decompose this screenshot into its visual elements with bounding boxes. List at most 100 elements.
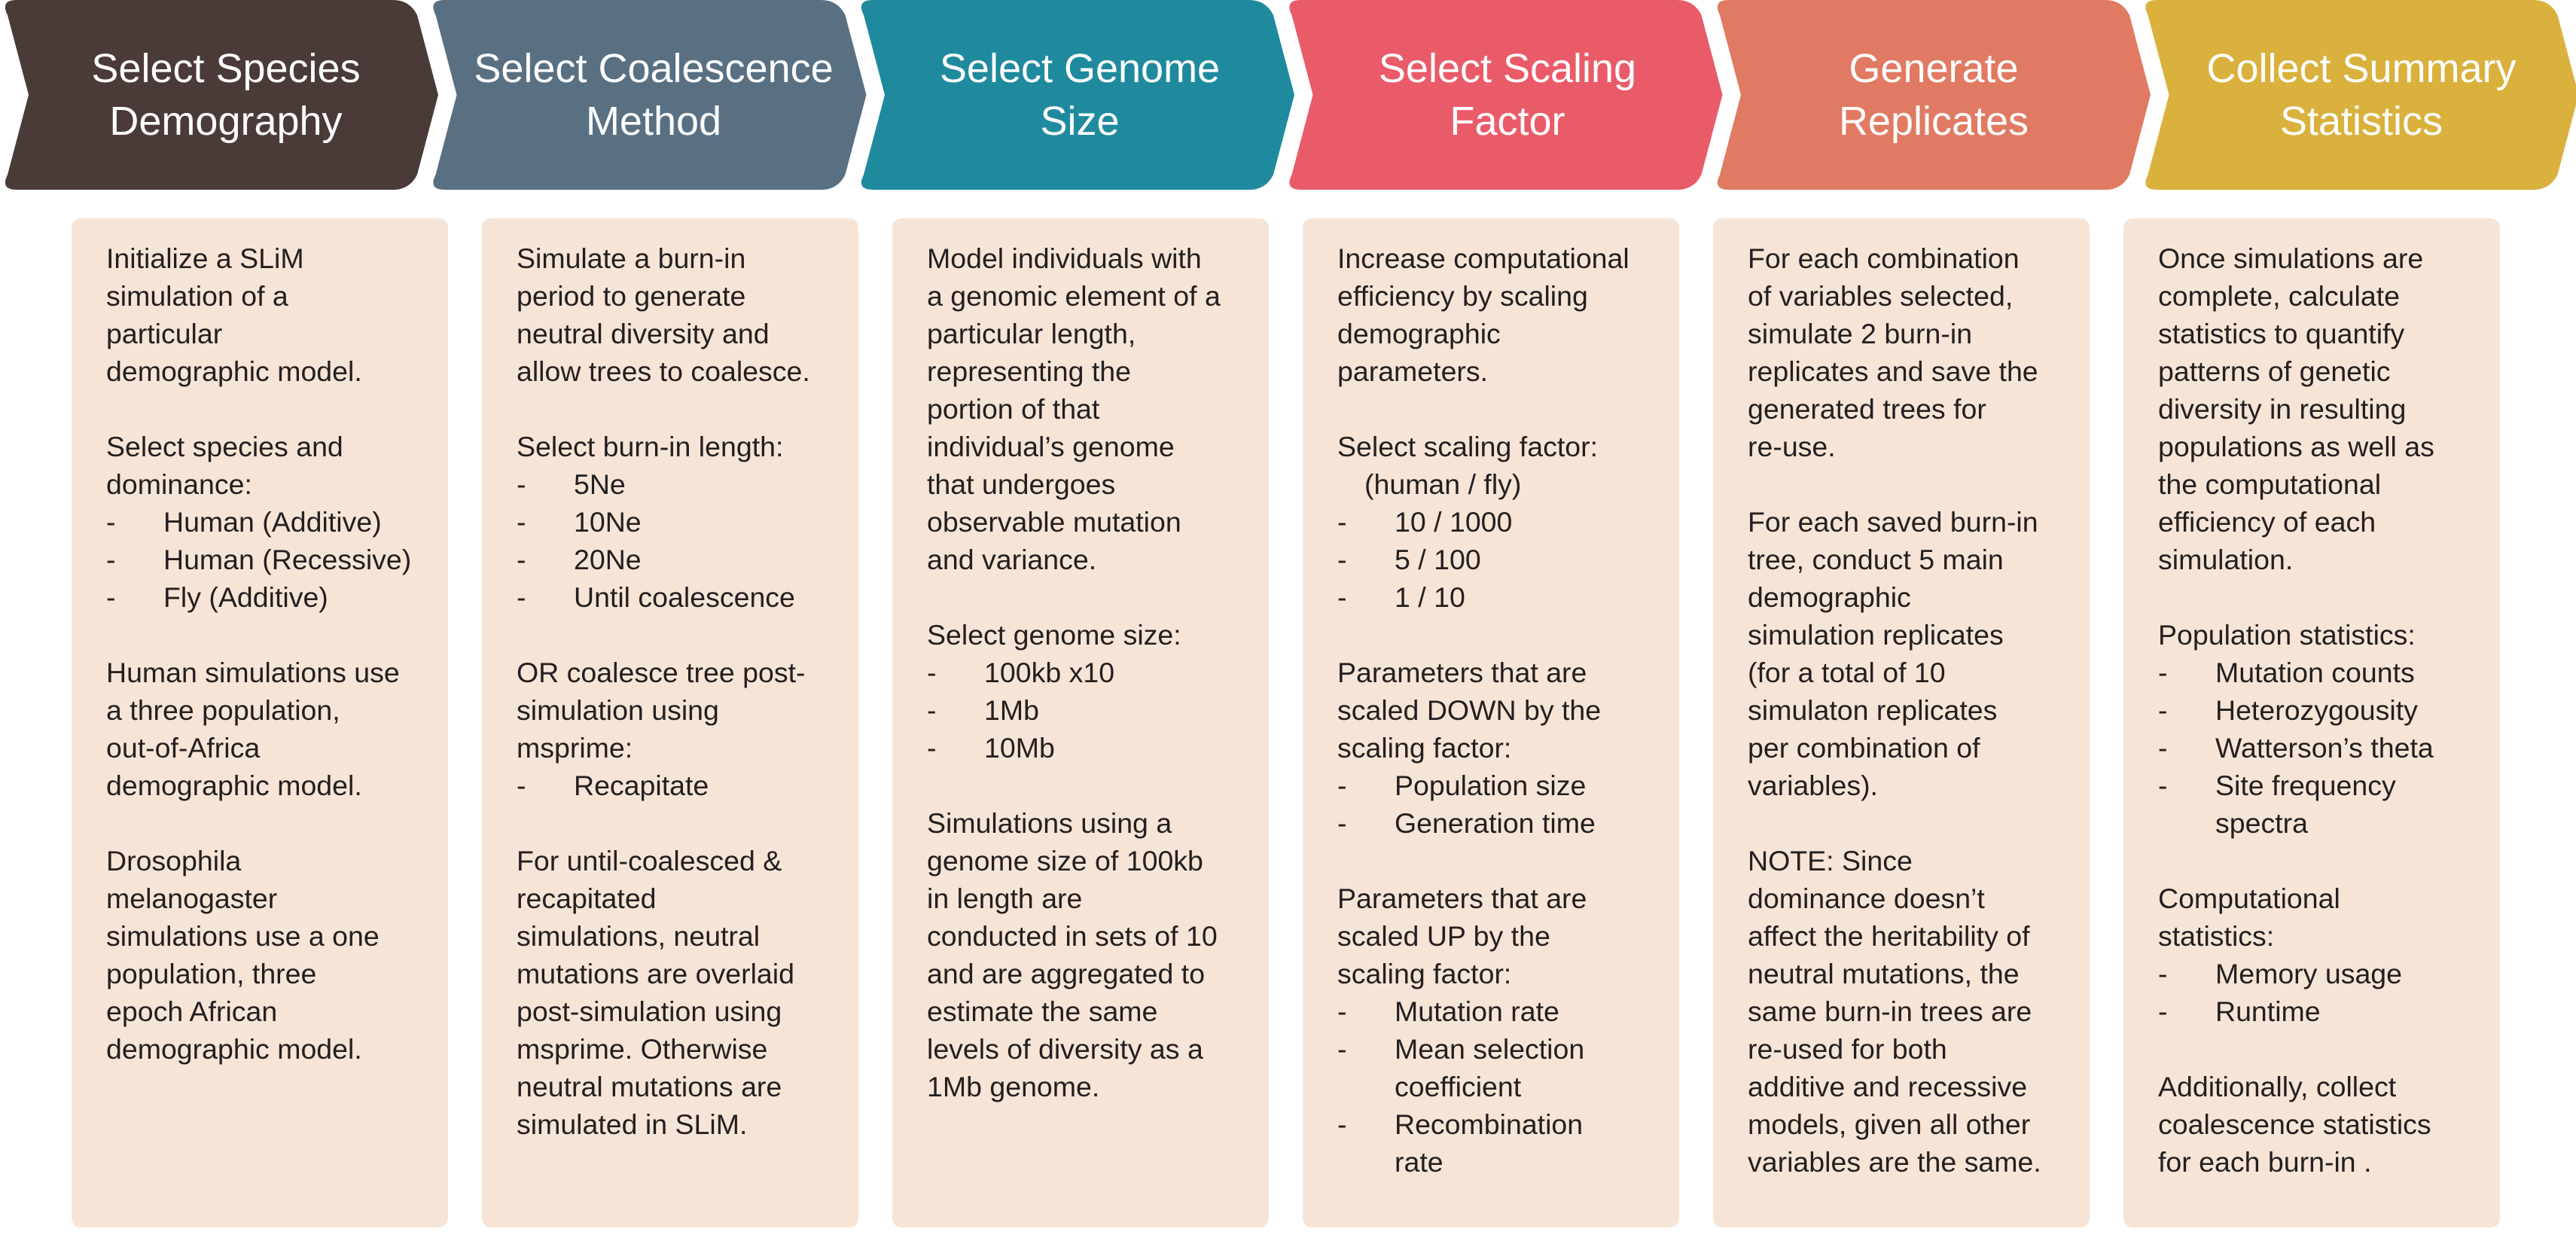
step-title-line: Select Genome <box>939 46 1221 91</box>
card-paragraph: Human simulations use a three population,… <box>106 654 427 804</box>
step-title: Select Coalescence Method <box>443 0 864 190</box>
card-text-line: simulate 2 burn-in <box>1748 318 1973 349</box>
card-text-line: levels of diversity as a <box>927 1033 1203 1065</box>
card-text-line: scaling factor: <box>1337 732 1512 764</box>
card-text-line: neutral mutations are <box>517 1071 782 1102</box>
card-paragraph: For each saved burn-in tree, conduct 5 ma… <box>1748 503 2068 804</box>
bullet-text-line: Population size <box>1395 770 1587 801</box>
chevron-step-5 <box>1717 0 2151 190</box>
bullet-text-line: rate <box>1395 1146 1443 1178</box>
chevron-step-6 <box>2145 0 2576 190</box>
bullet-item: - 5 / 100 <box>1337 541 1658 578</box>
card-paragraph: Select burn-in length: - 5Ne - 10Ne - 20Ne - Unt… <box>517 428 837 616</box>
card-paragraph: Computational statistics: - Memory usage - Ru… <box>2158 880 2479 1030</box>
card-text-line: recapitated <box>517 883 657 914</box>
bullet-dash-icon: - <box>1337 770 1347 801</box>
bullet-text-line: Human (Recessive) <box>163 544 412 575</box>
bullet-dash-icon: - <box>106 544 116 575</box>
card-text-line: populations as well as <box>2158 431 2434 462</box>
bullet-dash-icon: - <box>1337 995 1347 1027</box>
card-paragraph: For until-coalesced & recapitated simulati… <box>517 842 837 1143</box>
bullet-item: - 10Ne <box>517 503 837 541</box>
card-paragraph: Once simulations are complete, calculate s… <box>2158 239 2479 578</box>
card-text-line: simulaton replicates <box>1748 694 1998 726</box>
card-text-line: tree, conduct 5 main <box>1748 544 2004 575</box>
bullet-dash-icon: - <box>2158 732 2168 764</box>
bullet-text: Generation time <box>1395 804 1596 842</box>
card-text-line: statistics: <box>2158 920 2275 952</box>
process-chevrons <box>5 0 2576 190</box>
card-paragraph: Parameters that are scaled UP by the scali… <box>1337 880 1658 1181</box>
bullet-text: Human (Additive) <box>163 503 382 541</box>
card-text-line: demographic <box>1337 318 1501 349</box>
step-title-line: Factor <box>1450 99 1565 144</box>
card-text-line: NOTE: Since <box>1748 845 1913 877</box>
bullet-item: - Site frequency spectra <box>2158 767 2479 842</box>
card-text-line: portion of that <box>927 393 1100 425</box>
bullet-item: - Human (Additive) <box>106 503 427 541</box>
step-title-line: Replicates <box>1838 99 2029 144</box>
card-text-line: patterns of genetic <box>2158 355 2391 387</box>
bullet-dash-icon: - <box>1337 581 1347 613</box>
card-text-line: msprime. Otherwise <box>517 1033 768 1065</box>
bullet-dash-icon: - <box>517 468 526 500</box>
card-text-line: the computational <box>2158 468 2382 500</box>
bullet-text-line: Runtime <box>2215 995 2321 1027</box>
chevron-step-2 <box>433 0 867 190</box>
card-text-line: coalescence statistics <box>2158 1108 2431 1140</box>
card-text-line: a three population, <box>106 694 340 726</box>
bullet-text: Watterson’s theta <box>2215 729 2434 767</box>
card-text-line: and are aggregated to <box>927 958 1206 989</box>
bullet-text: 100kb x10 <box>984 654 1114 691</box>
bullet-dash-icon: - <box>1337 807 1347 839</box>
bullet-text-line: coefficient <box>1395 1071 1522 1102</box>
card-text-line: variables). <box>1748 770 1878 801</box>
bullet-text: 1Mb <box>984 691 1039 729</box>
bullet-dash-icon: - <box>106 581 116 613</box>
bullet-text: Site frequency spectra <box>2215 767 2396 842</box>
step-card-5: For each combination of variables selecte… <box>1713 218 2090 1227</box>
card-text-line: allow trees to coalesce. <box>517 355 810 387</box>
card-text-line: representing the <box>927 355 1132 387</box>
bullet-text-line: Recapitate <box>574 770 709 801</box>
card-text-line: generated trees for <box>1748 393 1986 425</box>
card-text-line: genome size of 100kb <box>927 845 1203 877</box>
bullet-dash-icon: - <box>2158 958 2168 989</box>
card-text-line: dominance doesn’t <box>1748 883 1985 914</box>
bullet-text-line: Until coalescence <box>574 581 795 613</box>
card-paragraph: For each combination of variables selecte… <box>1748 239 2068 465</box>
card-text-line: efficiency of each <box>2158 506 2376 538</box>
bullet-item: - Heterozygousity <box>2158 691 2479 729</box>
bullet-text: Until coalescence <box>574 578 795 616</box>
bullet-text: Runtime <box>2215 992 2321 1030</box>
bullet-item: - Recapitate <box>517 767 837 804</box>
card-text-line: post-simulation using <box>517 995 782 1027</box>
bullet-text: Mutation counts <box>2215 654 2415 691</box>
card-text-line: that undergoes <box>927 468 1116 500</box>
bullet-dash-icon: - <box>1337 1108 1347 1140</box>
card-text-line: Parameters that are <box>1337 883 1587 914</box>
card-paragraph: Simulations using a genome size of 100kb i… <box>927 804 1248 1105</box>
card-text-line: simulation using <box>517 694 719 726</box>
card-text-line: simulation replicates <box>1748 619 2004 651</box>
card-text-line: estimate the same <box>927 995 1158 1027</box>
card-text-line: efficiency by scaling <box>1337 280 1588 312</box>
step-card-1: Initialize a SLiM simulation of a particul… <box>72 218 448 1227</box>
card-text-line: population, three <box>106 958 317 989</box>
bullet-text: 5Ne <box>574 465 626 503</box>
bullet-dash-icon: - <box>517 506 526 538</box>
bullet-text: Mean selection coefficient <box>1395 1030 1584 1105</box>
card-paragraph: Select genome size: - 100kb x10 - 1Mb - 10Mb <box>927 616 1248 767</box>
card-text-line: Increase computational <box>1337 242 1629 274</box>
step-title-line: Method <box>585 99 722 144</box>
card-text-line: For until-coalesced & <box>517 845 782 877</box>
step-title-line: Select Coalescence <box>474 46 834 91</box>
bullet-text-line: 100kb x10 <box>984 657 1115 688</box>
card-text-line: melanogaster <box>106 883 278 914</box>
card-paragraph: Simulate a burn-in period to generate neut… <box>517 239 837 390</box>
bullet-dash-icon: - <box>2158 995 2168 1027</box>
bullet-text: Population size <box>1395 767 1586 804</box>
card-text-line: Simulate a burn-in <box>517 242 746 274</box>
card-text-line: 1Mb genome. <box>927 1071 1100 1102</box>
bullet-dash-icon: - <box>2158 694 2168 726</box>
